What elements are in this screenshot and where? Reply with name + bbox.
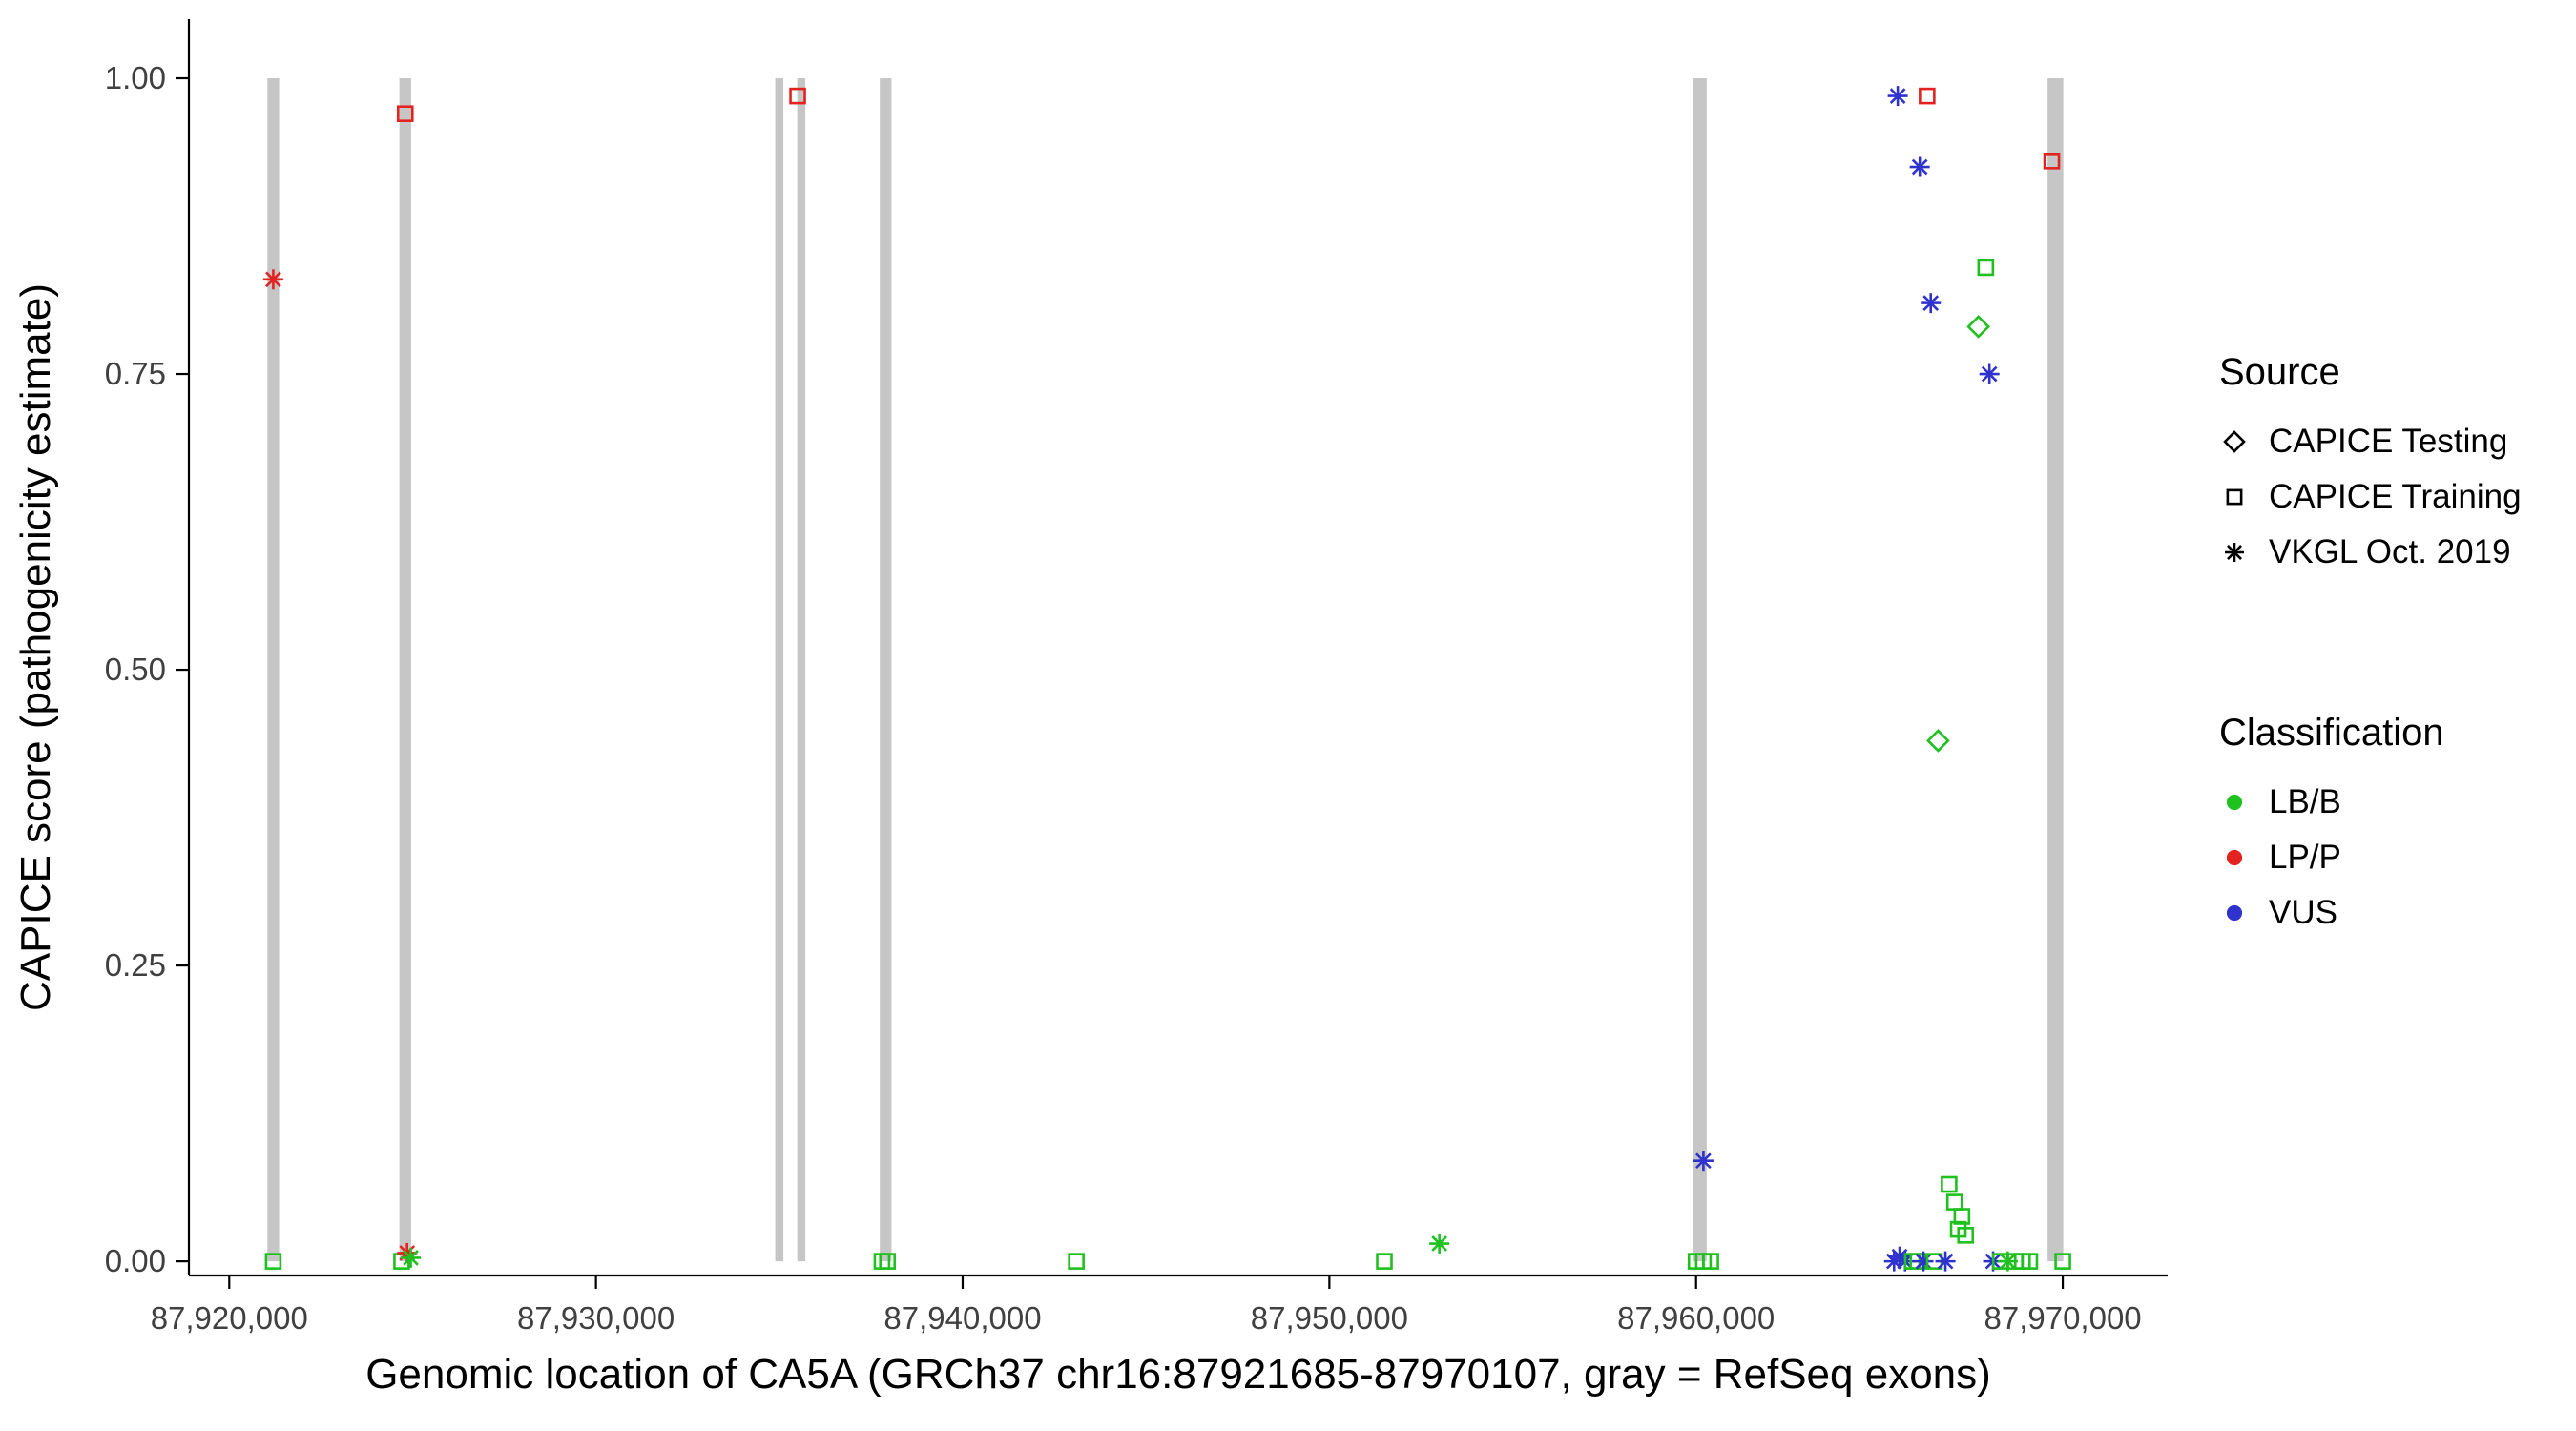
legend-item-vkgl: VKGL Oct. 2019 — [2219, 525, 2522, 580]
legend-source-title: Source — [2219, 351, 2340, 393]
legend-item-capice-training: CAPICE Training — [2219, 469, 2522, 525]
legend-classification-title: Classification — [2219, 712, 2444, 754]
svg-text:87,930,000: 87,930,000 — [517, 1300, 675, 1336]
svg-text:CAPICE score (pathogenicity es: CAPICE score (pathogenicity estimate) — [12, 283, 59, 1011]
legend-classification-group: Classification LB/B LP/P VUS — [2219, 712, 2522, 941]
legend-source-group: Source CAPICE Testing CAPICE Training VK… — [2219, 351, 2522, 580]
svg-text:1.00: 1.00 — [105, 60, 166, 95]
red-dot-icon — [2219, 837, 2269, 879]
asterisk-icon — [2219, 531, 2269, 573]
svg-text:87,960,000: 87,960,000 — [1617, 1300, 1775, 1336]
svg-text:Genomic location of CA5A (GRCh: Genomic location of CA5A (GRCh37 chr16:8… — [365, 1351, 1991, 1398]
svg-text:0.75: 0.75 — [105, 356, 166, 391]
legend-item-label: LB/B — [2269, 783, 2341, 820]
diamond-icon — [2219, 421, 2269, 463]
svg-text:87,970,000: 87,970,000 — [1984, 1300, 2141, 1336]
legend-item-label: CAPICE Training — [2269, 478, 2522, 515]
legend-item-capice-testing: CAPICE Testing — [2219, 414, 2522, 469]
svg-text:0.50: 0.50 — [105, 652, 166, 687]
legend-item-vus: VUS — [2219, 885, 2522, 941]
svg-text:0.00: 0.00 — [105, 1243, 166, 1278]
svg-text:87,920,000: 87,920,000 — [151, 1300, 308, 1336]
legend: Source CAPICE Testing CAPICE Training VK… — [2219, 351, 2522, 941]
svg-text:87,940,000: 87,940,000 — [883, 1300, 1041, 1336]
svg-text:87,950,000: 87,950,000 — [1251, 1300, 1408, 1336]
legend-item-lbb: LB/B — [2219, 775, 2522, 830]
legend-item-label: LP/P — [2269, 839, 2341, 876]
legend-item-label: VUS — [2269, 894, 2337, 931]
svg-text:0.25: 0.25 — [105, 947, 166, 983]
green-dot-icon — [2219, 781, 2269, 823]
legend-item-label: CAPICE Testing — [2269, 423, 2508, 460]
legend-item-label: VKGL Oct. 2019 — [2269, 533, 2511, 570]
blue-dot-icon — [2219, 892, 2269, 934]
legend-item-lpp: LP/P — [2219, 830, 2522, 885]
square-icon — [2219, 476, 2269, 518]
